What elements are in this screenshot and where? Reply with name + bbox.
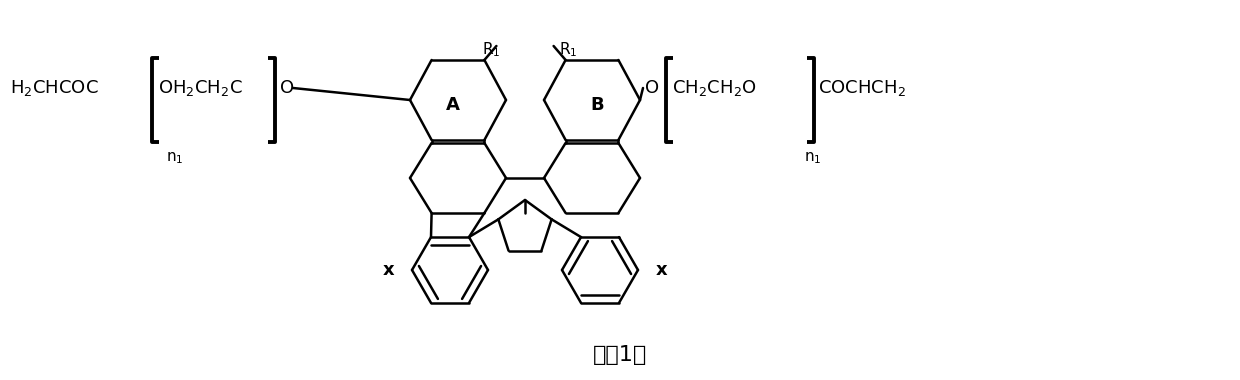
- Text: x: x: [382, 261, 394, 279]
- Text: $\mathsf{O}$: $\mathsf{O}$: [644, 79, 660, 97]
- Text: A: A: [446, 96, 460, 114]
- Text: $\mathsf{O}$: $\mathsf{O}$: [279, 79, 294, 97]
- Text: B: B: [590, 96, 604, 114]
- Text: $\mathsf{R_1}$: $\mathsf{R_1}$: [482, 41, 501, 59]
- Text: $\mathsf{H_2CHCOC}$: $\mathsf{H_2CHCOC}$: [10, 78, 99, 98]
- Text: $\mathsf{COCHCH_2}$: $\mathsf{COCHCH_2}$: [818, 78, 906, 98]
- Text: x: x: [656, 261, 667, 279]
- Text: $\mathsf{R_1}$: $\mathsf{R_1}$: [559, 41, 578, 59]
- Text: $\mathsf{CH_2CH_2O}$: $\mathsf{CH_2CH_2O}$: [672, 78, 756, 98]
- Text: $\mathsf{n_1}$: $\mathsf{n_1}$: [804, 150, 822, 166]
- Text: $\mathsf{n_1}$: $\mathsf{n_1}$: [166, 150, 184, 166]
- Text: $\mathsf{OH_2CH_2C}$: $\mathsf{OH_2CH_2C}$: [157, 78, 243, 98]
- Text: 式（1）: 式（1）: [593, 345, 647, 365]
